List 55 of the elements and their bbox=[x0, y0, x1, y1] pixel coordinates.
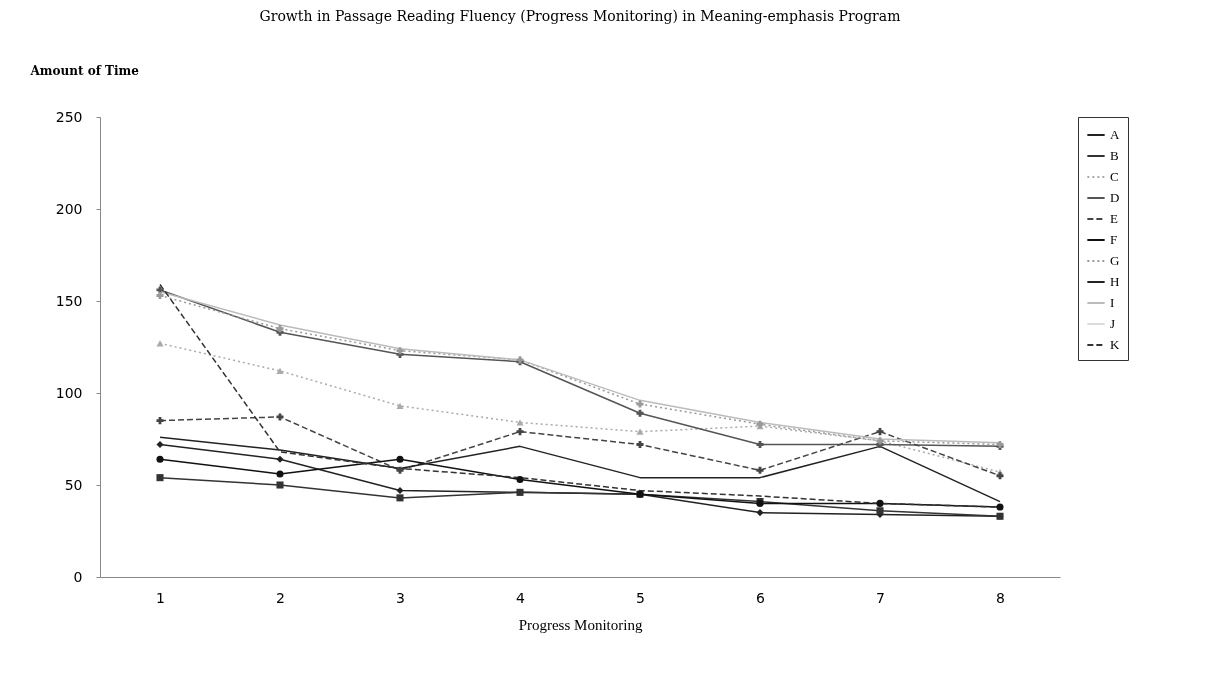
x-tick-label: 1 bbox=[156, 589, 165, 606]
point bbox=[396, 402, 404, 409]
point bbox=[156, 455, 164, 463]
y-axis-title: Amount of Time bbox=[29, 63, 140, 78]
point bbox=[396, 466, 404, 474]
legend-label: K bbox=[1110, 337, 1120, 352]
x-tick-label: 4 bbox=[516, 589, 526, 606]
point bbox=[396, 486, 404, 495]
point bbox=[876, 428, 884, 436]
y-tick-label: 50 bbox=[64, 476, 83, 493]
legend-label: G bbox=[1110, 253, 1120, 268]
x-tick-label: 6 bbox=[756, 589, 766, 606]
x-tick-label: 5 bbox=[636, 589, 645, 606]
point bbox=[276, 481, 284, 489]
x-tick-label: 8 bbox=[996, 589, 1005, 606]
legend-label: H bbox=[1110, 274, 1120, 289]
point bbox=[756, 509, 764, 517]
y-tick-label: 0 bbox=[73, 568, 83, 585]
point bbox=[996, 472, 1004, 480]
y-tick-label: 250 bbox=[55, 108, 83, 125]
point bbox=[996, 503, 1004, 511]
point bbox=[636, 440, 644, 449]
y-tick-label: 200 bbox=[55, 200, 83, 217]
x-axis-title: Progress Monitoring bbox=[518, 616, 643, 633]
point bbox=[756, 466, 764, 474]
point bbox=[396, 455, 404, 463]
legend-label: J bbox=[1110, 316, 1116, 331]
legend-label: D bbox=[1110, 190, 1120, 205]
y-tick-label: 100 bbox=[55, 384, 83, 401]
legend-label: C bbox=[1110, 169, 1119, 184]
point bbox=[156, 291, 164, 300]
point bbox=[636, 409, 644, 417]
legend-label: I bbox=[1110, 295, 1115, 310]
legend-label: E bbox=[1110, 211, 1118, 226]
point bbox=[156, 474, 164, 482]
point bbox=[396, 494, 404, 502]
legend-label: B bbox=[1110, 148, 1119, 163]
point bbox=[876, 499, 884, 507]
x-tick-label: 2 bbox=[276, 589, 285, 606]
point bbox=[156, 417, 164, 425]
x-tick-label: 7 bbox=[876, 589, 885, 606]
point bbox=[516, 419, 524, 426]
legend-label: F bbox=[1110, 232, 1118, 247]
point bbox=[156, 440, 164, 449]
legend-label: A bbox=[1110, 127, 1120, 142]
point bbox=[276, 367, 284, 374]
point bbox=[516, 475, 524, 484]
point bbox=[636, 428, 644, 435]
point bbox=[516, 428, 524, 436]
y-tick-label: 150 bbox=[55, 292, 83, 309]
x-tick-label: 3 bbox=[396, 589, 405, 606]
chart-title: Growth in Passage Reading Fluency (Progress Monitoring) in Meaning-emphasis Program bbox=[259, 8, 901, 24]
point bbox=[276, 470, 284, 478]
point bbox=[276, 455, 284, 463]
point bbox=[756, 440, 764, 449]
